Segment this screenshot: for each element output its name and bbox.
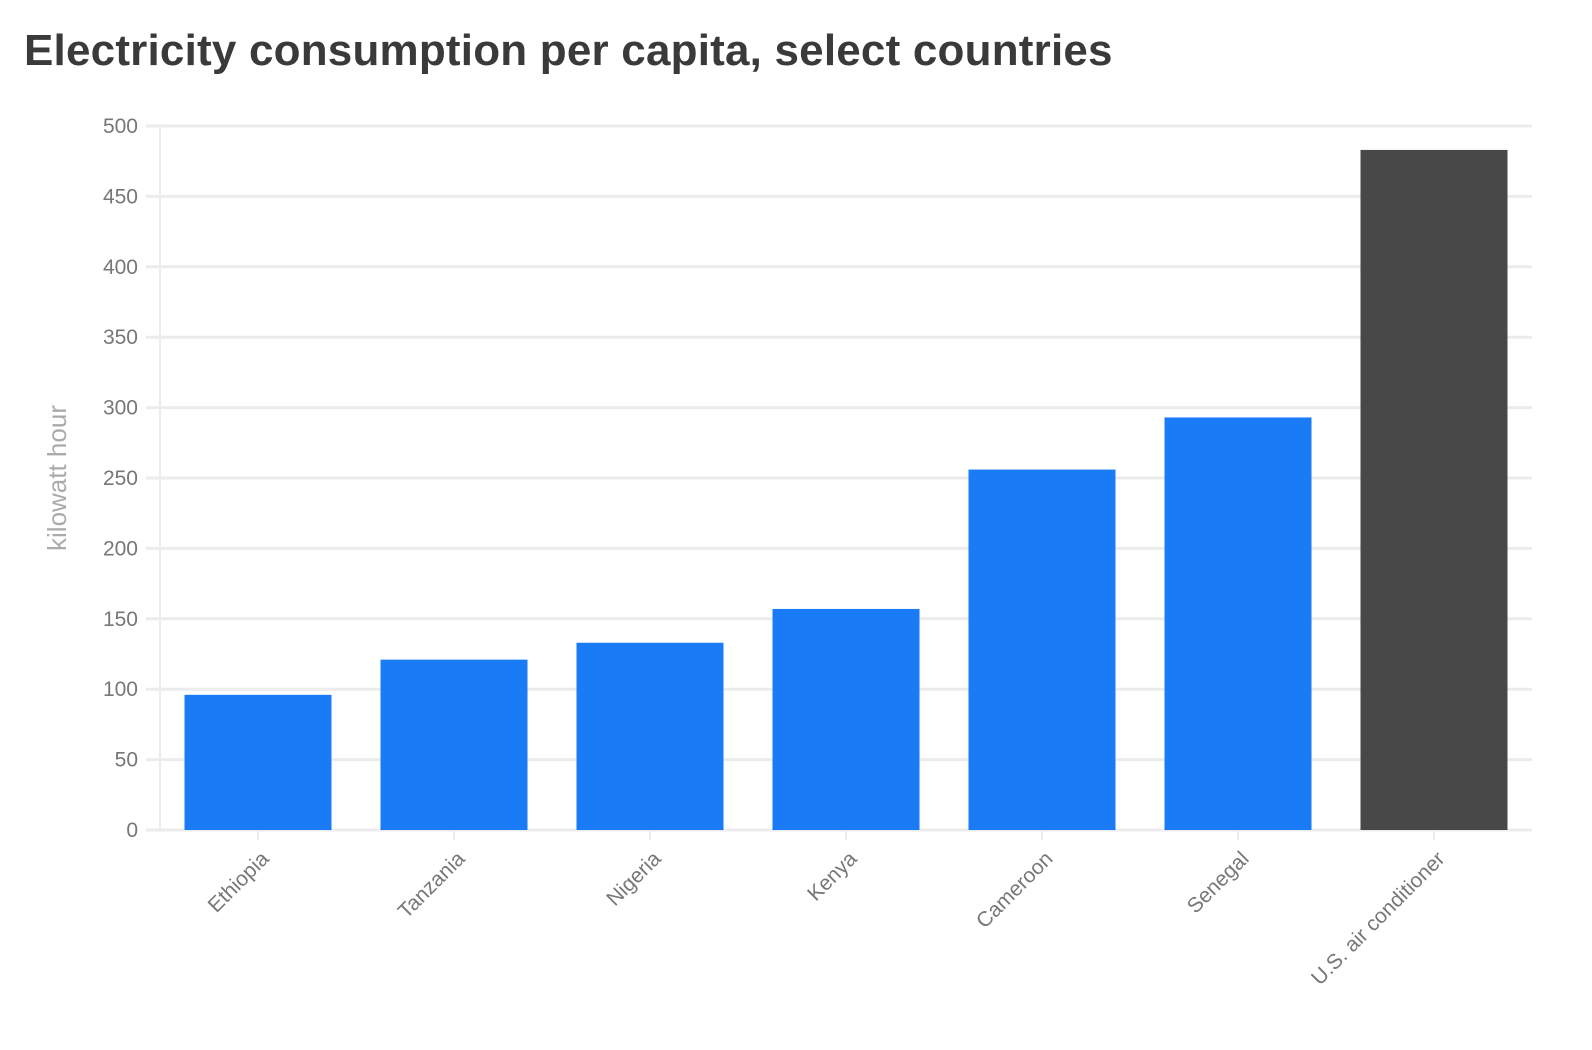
y-tick-label: 450 xyxy=(103,185,138,208)
y-tick-label: 350 xyxy=(103,326,138,349)
y-tick-label: 300 xyxy=(103,397,138,420)
bar xyxy=(1360,149,1508,830)
x-tick-label: Kenya xyxy=(803,847,862,906)
x-tick-label: U.S. air conditioner xyxy=(1307,847,1450,990)
y-tick-label: 0 xyxy=(126,819,138,842)
bar xyxy=(968,469,1116,830)
x-tick-label: Senegal xyxy=(1183,847,1254,918)
bar xyxy=(576,642,724,830)
y-tick-label: 50 xyxy=(115,749,138,772)
y-tick-label: 400 xyxy=(103,256,138,279)
y-tick-label: 250 xyxy=(103,467,138,490)
x-tick-label: Ethiopia xyxy=(204,847,274,917)
x-tick-label: Cameroon xyxy=(972,847,1058,933)
y-tick-label: 150 xyxy=(103,608,138,631)
y-tick-label: 500 xyxy=(103,115,138,138)
bar xyxy=(184,694,332,830)
bar xyxy=(1164,417,1312,830)
y-tick-label: 200 xyxy=(103,537,138,560)
bar xyxy=(772,608,920,830)
bar xyxy=(380,659,528,830)
x-tick-label: Tanzania xyxy=(394,847,470,923)
x-tick-label: Nigeria xyxy=(602,847,666,911)
y-tick-label: 100 xyxy=(103,678,138,701)
y-axis-label: kilowatt hour xyxy=(42,405,72,551)
chart-title: Electricity consumption per capita, sele… xyxy=(24,26,1113,75)
